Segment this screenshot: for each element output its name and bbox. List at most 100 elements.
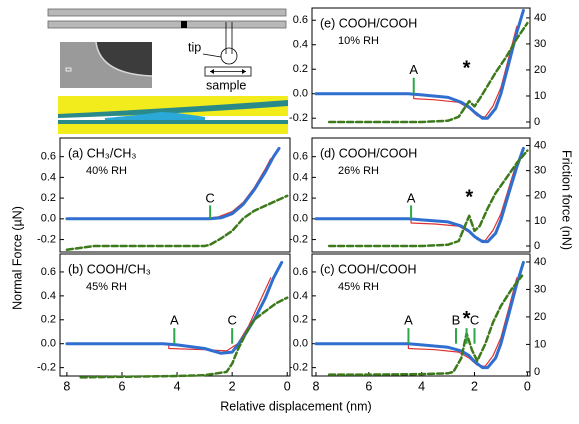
panel-subtitle: 40% RH bbox=[86, 165, 127, 177]
meniscus-layer bbox=[58, 100, 288, 118]
y2-tick-label: 20 bbox=[534, 64, 546, 76]
meniscus-bottom bbox=[58, 124, 288, 134]
x-tick-label: 2 bbox=[229, 379, 236, 393]
panel-subtitle: 45% RH bbox=[86, 281, 127, 293]
y-tick-label: 0.2 bbox=[293, 192, 308, 204]
annotation-label: A bbox=[409, 62, 418, 77]
y2-tick-label: 30 bbox=[534, 165, 546, 177]
x-tick-label: 8 bbox=[312, 379, 319, 393]
plot-frame bbox=[311, 253, 531, 377]
y2-tick-label: 30 bbox=[534, 283, 546, 295]
y-tick-label: 0.0 bbox=[41, 213, 56, 225]
data-line bbox=[65, 260, 284, 355]
y-tick-label: -0.2 bbox=[37, 362, 56, 374]
annotation-label: * bbox=[465, 186, 473, 208]
x-tick-label: 6 bbox=[365, 379, 372, 393]
y-tick-label: -0.2 bbox=[289, 233, 308, 245]
data-line bbox=[327, 149, 529, 248]
x-tick-label: 4 bbox=[174, 379, 181, 393]
y-tick-label: 0.2 bbox=[41, 314, 56, 326]
x-tick-label: 0 bbox=[284, 379, 291, 393]
data-line bbox=[65, 194, 289, 251]
panel-title: (b) COOH/CH₃ bbox=[68, 262, 151, 276]
scale-bar bbox=[65, 67, 72, 72]
y2-tick-label: 0 bbox=[534, 116, 540, 128]
plot-frame bbox=[311, 137, 531, 253]
y-tick-label: 0.2 bbox=[293, 314, 308, 326]
tip-pointer bbox=[202, 53, 222, 58]
data-line bbox=[314, 260, 525, 370]
panel-subtitle: 10% RH bbox=[338, 35, 379, 47]
x-tick-label: 6 bbox=[118, 379, 125, 393]
cantilever bbox=[47, 20, 287, 29]
y-tick-label: -0.2 bbox=[289, 362, 308, 374]
sample-label: sample bbox=[206, 78, 246, 92]
y-tick-label: 0.0 bbox=[293, 213, 308, 225]
panel-title: (a) CH₃/CH₃ bbox=[68, 146, 137, 160]
panel-title: (d) COOH/COOH bbox=[320, 146, 417, 160]
y-tick-label: -0.2 bbox=[37, 233, 56, 245]
y-tick-label: 0.2 bbox=[41, 192, 56, 204]
x-tick-label: 4 bbox=[418, 379, 425, 393]
y2-tick-label: 10 bbox=[534, 215, 546, 227]
data-line bbox=[327, 274, 524, 376]
panel-subtitle: 45% RH bbox=[338, 281, 379, 293]
meniscus-top bbox=[58, 96, 288, 116]
x-tick-label: 2 bbox=[471, 379, 478, 393]
y-tick-label: 0.4 bbox=[293, 39, 308, 51]
y-tick-label: -0.2 bbox=[289, 112, 308, 124]
sem-edge bbox=[95, 41, 153, 77]
y-tick-label: 0.4 bbox=[293, 290, 308, 302]
data-line bbox=[314, 146, 525, 244]
y-tick-label: 0.4 bbox=[41, 290, 56, 302]
data-line bbox=[65, 146, 281, 221]
arrow-heads bbox=[210, 69, 246, 74]
annotation-label: A bbox=[404, 312, 413, 327]
y-tick-label: 0.6 bbox=[41, 151, 56, 163]
y2-tick-label: 20 bbox=[534, 190, 546, 202]
y2-tick-label: 40 bbox=[534, 256, 546, 268]
x-tick-label: 8 bbox=[63, 379, 70, 393]
tip-label: tip bbox=[188, 40, 201, 54]
y-tick-label: 0.2 bbox=[293, 63, 308, 75]
data-line bbox=[79, 296, 289, 379]
annotation-label: A bbox=[407, 191, 416, 206]
y2-tick-label: 10 bbox=[534, 90, 546, 102]
y-axis-title: Normal Force (µN) bbox=[10, 206, 24, 310]
tip-circle bbox=[220, 47, 238, 65]
y-tick-label: 0.6 bbox=[41, 266, 56, 278]
y2-tick-label: 40 bbox=[534, 139, 546, 151]
y2-tick-label: 40 bbox=[534, 12, 546, 24]
plot-frame bbox=[59, 137, 291, 253]
annotation-label: * bbox=[463, 58, 471, 80]
y-tick-label: 0.0 bbox=[293, 338, 308, 350]
cantilever-mark bbox=[181, 21, 187, 28]
data-line bbox=[327, 21, 529, 124]
x-tick-label: 0 bbox=[524, 379, 531, 393]
cantilever bbox=[47, 8, 287, 17]
panel-subtitle: 26% RH bbox=[338, 165, 379, 177]
panel-title: (c) COOH/COOH bbox=[320, 262, 417, 276]
y2-tick-label: 20 bbox=[534, 311, 546, 323]
y2-axis-title: Friction force (nN) bbox=[560, 150, 574, 250]
plot-frame bbox=[311, 7, 531, 129]
y-tick-label: 0.4 bbox=[41, 171, 56, 183]
annotation-label: B bbox=[452, 312, 461, 327]
annotation-label: C bbox=[205, 191, 214, 206]
meniscus-layer bbox=[58, 120, 288, 124]
annotation-label: * bbox=[463, 308, 471, 330]
panel-title: (e) COOH/COOH bbox=[320, 16, 417, 30]
sem-tip bbox=[60, 42, 152, 88]
annotation-label: A bbox=[170, 312, 179, 327]
y2-tick-label: 0 bbox=[534, 366, 540, 378]
annotation-label: C bbox=[227, 312, 236, 327]
data-line bbox=[314, 8, 525, 120]
y-tick-label: 0.0 bbox=[293, 88, 308, 100]
y-tick-label: 0.6 bbox=[293, 14, 308, 26]
y2-tick-label: 10 bbox=[534, 338, 546, 350]
y2-tick-label: 30 bbox=[534, 38, 546, 50]
y-tick-label: 0.6 bbox=[293, 151, 308, 163]
y-tick-label: 0.4 bbox=[293, 171, 308, 183]
x-axis-title: Relative displacement (nm) bbox=[220, 399, 371, 413]
